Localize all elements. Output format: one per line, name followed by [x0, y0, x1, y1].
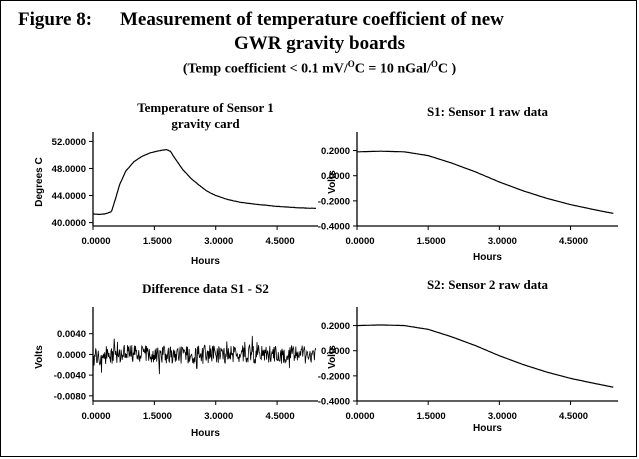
x-tick-label: 1.5000: [143, 411, 172, 422]
y-tick-label: -0.0040: [54, 371, 86, 382]
x-tick-label: 0.0000: [81, 236, 110, 247]
x-tick-label: 0.0000: [345, 411, 374, 422]
x-tick-label: 0.0000: [81, 411, 110, 422]
x-tick-label: 1.5000: [417, 411, 446, 422]
y-axis-label: Volts: [327, 345, 338, 369]
subtitle-degree-2: O: [430, 59, 438, 69]
x-axis-label: Hours: [191, 256, 220, 267]
figure-label: Figure 8:: [18, 9, 93, 30]
y-axis-label: Volts: [34, 345, 45, 369]
x-tick-label: 1.5000: [143, 236, 172, 247]
x-tick-label: 0.0000: [345, 236, 374, 247]
x-tick-label: 4.5000: [266, 236, 295, 247]
y-tick-label: -0.2000: [318, 371, 350, 382]
x-tick-label: 1.5000: [417, 236, 446, 247]
x-axis-label: Hours: [473, 252, 502, 263]
series-line: [357, 324, 614, 388]
figure-title-line2: GWR gravity boards: [234, 33, 405, 54]
chart-title-line: Difference data S1 - S2: [142, 281, 269, 296]
subtitle-part-a: (Temp coefficient < 0.1 mV/: [182, 61, 348, 77]
x-tick-label: 3.0000: [488, 411, 517, 422]
y-axis-label: Volts: [327, 170, 338, 194]
chart-title-line: gravity card: [171, 116, 240, 131]
y-tick-label: 0.2000: [321, 146, 350, 157]
chart-title-line: S1: Sensor 1 raw data: [427, 104, 549, 119]
y-tick-label: 0.2000: [321, 321, 350, 332]
x-axis-label: Hours: [473, 423, 502, 434]
subtitle-part-c: C ): [437, 61, 457, 77]
series-line: [357, 150, 614, 214]
y-tick-label: -0.0080: [54, 391, 86, 402]
y-tick-label: 44.0000: [52, 191, 86, 202]
y-tick-label: 48.0000: [52, 164, 86, 175]
subtitle-degree-1: O: [347, 59, 355, 69]
x-tick-label: 3.0000: [204, 411, 233, 422]
chart-title-line: Temperature of Sensor 1: [137, 100, 274, 115]
x-tick-label: 3.0000: [488, 236, 517, 247]
figure-subtitle: (Temp coefficient < 0.1 mV/OC = 10 nGal/…: [0, 59, 639, 78]
chart-title-line: S2: Sensor 2 raw data: [427, 277, 549, 292]
y-tick-label: 0.0000: [57, 350, 86, 361]
series-line: [92, 148, 316, 215]
y-tick-label: 52.0000: [52, 137, 86, 148]
y-tick-label: 0.0040: [57, 329, 86, 340]
x-tick-label: 4.5000: [559, 411, 588, 422]
figure-title-line1: Measurement of temperature coefficient o…: [120, 9, 504, 30]
series-line: [92, 335, 317, 377]
y-tick-label: 40.0000: [52, 218, 86, 229]
y-tick-label: -0.2000: [318, 196, 350, 207]
y-tick-label: 0.0000: [321, 346, 350, 357]
y-tick-label: -0.4000: [318, 397, 350, 408]
subtitle-part-b: C = 10 nGal/: [354, 61, 431, 77]
x-tick-label: 3.0000: [204, 236, 233, 247]
x-tick-label: 4.5000: [559, 236, 588, 247]
x-tick-label: 4.5000: [266, 411, 295, 422]
y-tick-label: -0.4000: [318, 222, 350, 233]
y-axis-label: Degrees C: [34, 157, 45, 206]
y-tick-label: 0.0000: [321, 171, 350, 182]
x-axis-label: Hours: [191, 428, 220, 439]
